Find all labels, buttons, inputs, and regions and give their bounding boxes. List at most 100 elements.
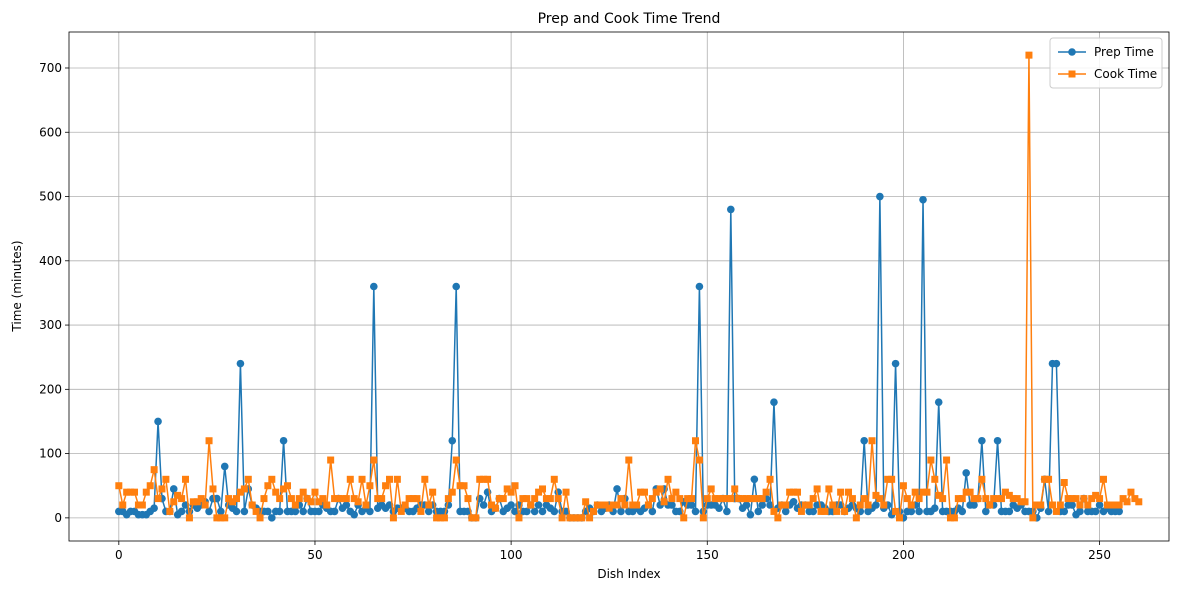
cook-time-point <box>425 501 433 509</box>
cook-time-point <box>264 482 272 490</box>
cook-time-point <box>205 437 213 445</box>
cook-time-point <box>233 495 241 503</box>
cook-time-point <box>1099 475 1107 483</box>
cook-time-point <box>1068 495 1076 503</box>
cook-time-point <box>472 514 480 522</box>
cook-time-point <box>323 501 331 509</box>
prep-time-point <box>169 485 178 493</box>
cook-time-point <box>315 498 323 506</box>
cook-time-point <box>346 475 354 483</box>
prep-time-point <box>781 507 790 516</box>
prep-time-point <box>789 497 798 506</box>
cook-time-point <box>939 495 947 503</box>
cook-time-point <box>197 495 205 503</box>
cook-time-point <box>574 514 582 522</box>
cook-time-point <box>664 475 672 483</box>
cook-time-point <box>358 475 366 483</box>
cook-time-point <box>782 501 790 509</box>
prep-time-point <box>907 507 916 516</box>
cook-time-point <box>311 488 319 496</box>
prep-time-point <box>766 501 774 509</box>
y-tick-label: 100 <box>39 447 62 461</box>
cook-time-point <box>280 485 288 493</box>
cook-time-point <box>1045 475 1053 483</box>
cook-time-point <box>895 514 903 522</box>
prep-time-point <box>648 507 657 516</box>
cook-time-point <box>209 485 217 493</box>
plot-series <box>115 51 1143 522</box>
cook-time-point <box>405 495 413 503</box>
cook-time-point <box>550 475 558 483</box>
cook-time-point <box>166 507 174 515</box>
cook-time-point <box>131 488 139 496</box>
cook-time-point <box>919 488 927 496</box>
prep-time-point <box>177 507 186 516</box>
cook-time-point <box>1107 501 1115 509</box>
y-tick-label: 200 <box>39 382 62 396</box>
prep-time-point <box>205 507 213 516</box>
prep-time-point <box>750 475 759 484</box>
prep-time-point <box>424 507 433 516</box>
cook-time-point <box>252 507 260 515</box>
cook-time-point <box>954 495 962 503</box>
cook-time-point <box>1135 498 1143 506</box>
cook-time-point <box>389 514 397 522</box>
cook-time-point <box>711 495 719 503</box>
cook-time-point <box>597 501 605 509</box>
cook-time-point <box>154 495 162 503</box>
prep-time-point <box>366 507 374 516</box>
prep-time-point <box>154 417 162 426</box>
cook-time-point <box>142 488 150 496</box>
cook-time-point <box>715 495 723 503</box>
prep-time-point <box>370 282 378 291</box>
cook-time-point <box>452 456 460 464</box>
cook-time-point <box>978 475 986 483</box>
prep-time-point <box>613 485 621 493</box>
cook-time-point <box>170 498 178 506</box>
cook-time-point <box>335 495 343 503</box>
cook-time-point <box>688 495 696 503</box>
y-tick-label: 500 <box>39 190 62 204</box>
prep-time-point <box>220 462 229 471</box>
cook-time-point <box>703 495 711 503</box>
cook-time-point <box>970 495 978 503</box>
y-tick-label: 300 <box>39 318 62 332</box>
chart-title: Prep and Cook Time Trend <box>538 11 721 27</box>
cook-time-point <box>790 488 798 496</box>
cook-time-point <box>739 495 747 503</box>
cook-time-point <box>915 495 923 503</box>
cook-time-point <box>491 504 499 512</box>
prep-time-point <box>1052 359 1061 368</box>
cook-time-point <box>1021 498 1029 506</box>
prep-time-point <box>962 469 970 477</box>
cook-time-point <box>433 514 441 522</box>
prep-time-point <box>264 507 272 516</box>
prep-time-point <box>715 504 723 513</box>
prep-time-point <box>1115 507 1123 516</box>
cook-time-point <box>217 514 225 522</box>
cook-time-point <box>382 482 390 490</box>
prep-time-point <box>746 510 755 519</box>
cook-time-point <box>546 495 554 503</box>
cook-time-point <box>1033 501 1041 509</box>
cook-time-point <box>911 488 919 496</box>
cook-time-point <box>272 488 280 496</box>
cook-time-point <box>735 495 743 503</box>
cook-time-point <box>284 482 292 490</box>
cook-time-point <box>1025 51 1033 59</box>
cook-time-point <box>1111 501 1119 509</box>
cook-time-point <box>236 488 244 496</box>
cook-time-point <box>903 495 911 503</box>
cook-time-point <box>609 501 617 509</box>
x-axis-label: Dish Index <box>597 567 660 581</box>
cook-time-point <box>1103 501 1111 509</box>
cook-time-point <box>354 498 362 506</box>
cook-time-point <box>876 495 884 503</box>
cook-time-point <box>684 495 692 503</box>
cook-time-point <box>927 456 935 464</box>
cook-time-point <box>535 488 543 496</box>
cook-time-point <box>844 488 852 496</box>
prep-time-point <box>876 192 884 201</box>
prep-time-point <box>291 507 300 516</box>
cook-time-point <box>386 475 394 483</box>
